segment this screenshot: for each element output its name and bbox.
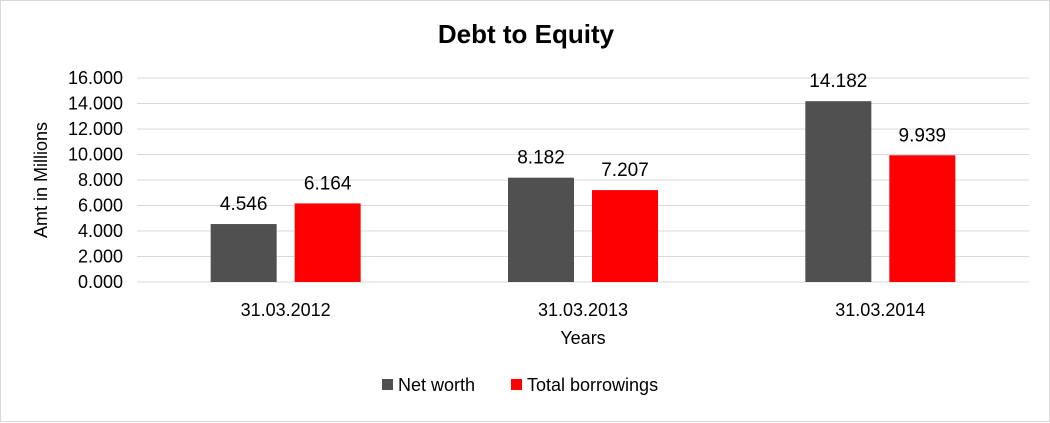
y-tick-label: 0.000 (78, 272, 123, 292)
data-label: 8.182 (517, 148, 565, 169)
y-axis-title: Amt in Millions (31, 122, 51, 238)
x-tick-label: 31.03.2012 (241, 300, 331, 320)
y-tick-label: 8.000 (78, 170, 123, 190)
bar-total-borrowings (889, 155, 956, 282)
bar-total-borrowings (294, 203, 361, 282)
legend-swatch (382, 379, 393, 390)
data-label: 7.207 (601, 160, 649, 181)
data-label: 14.182 (809, 71, 867, 92)
y-tick-label: 12.000 (68, 119, 123, 139)
data-label: 9.939 (899, 125, 947, 146)
x-tick-label: 31.03.2014 (835, 300, 925, 320)
y-tick-label: 4.000 (78, 221, 123, 241)
bar-total-borrowings (592, 190, 658, 282)
y-tick-label: 6.000 (78, 196, 123, 216)
chart-title: Debt to Equity (438, 19, 615, 49)
legend-label: Total borrowings (527, 375, 658, 395)
legend-label: Net worth (398, 375, 475, 395)
data-label: 4.546 (220, 194, 268, 215)
x-tick-label: 31.03.2013 (538, 300, 628, 320)
y-tick-label: 16.000 (68, 68, 123, 88)
data-label: 6.164 (304, 173, 352, 194)
bar-net-worth (508, 177, 574, 282)
x-axis-title: Years (560, 328, 605, 348)
legend-swatch (511, 379, 522, 390)
y-tick-label: 14.000 (68, 94, 123, 114)
y-tick-label: 10.000 (68, 145, 123, 165)
bar-net-worth (210, 224, 277, 282)
y-tick-label: 2.000 (78, 247, 123, 267)
bar-net-worth (805, 101, 872, 282)
